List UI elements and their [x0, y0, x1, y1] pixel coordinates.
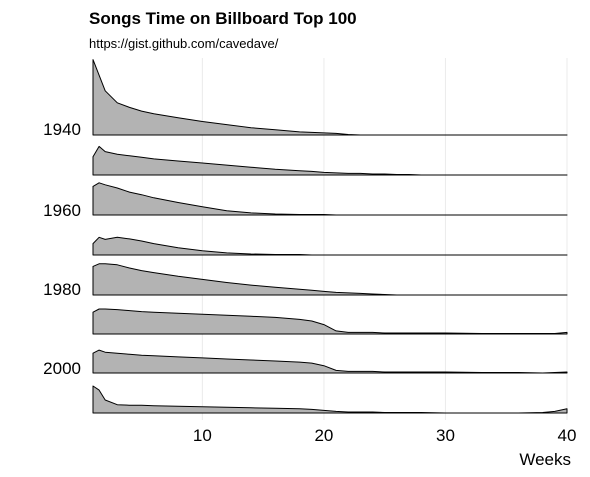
- x-tick-label-30: 30: [436, 426, 455, 445]
- x-tick-label-10: 10: [193, 426, 212, 445]
- x-tick-labels: 10 20 30 40: [193, 426, 577, 445]
- ridge-7: [92, 349, 568, 374]
- ridge-8: [92, 385, 568, 414]
- y-tick-label-1960: 1960: [43, 201, 81, 220]
- y-tick-labels: 1940 1960 1980 2000: [43, 120, 81, 378]
- chart-subtitle: https://gist.github.com/cavedave/: [89, 36, 279, 51]
- x-axis-title: Weeks: [519, 450, 571, 469]
- ridges: [92, 59, 568, 414]
- ridge-3: [92, 182, 568, 216]
- ridge-6: [92, 308, 568, 335]
- ridge-5: [92, 263, 568, 296]
- y-tick-label-2000: 2000: [43, 359, 81, 378]
- y-tick-label-1940: 1940: [43, 120, 81, 139]
- x-tick-label-20: 20: [314, 426, 333, 445]
- ridge-4: [92, 236, 568, 256]
- ridge-2: [92, 145, 568, 176]
- chart-title: Songs Time on Billboard Top 100: [89, 9, 357, 28]
- ridge-1: [92, 59, 568, 136]
- x-tick-label-40: 40: [558, 426, 577, 445]
- y-tick-label-1980: 1980: [43, 280, 81, 299]
